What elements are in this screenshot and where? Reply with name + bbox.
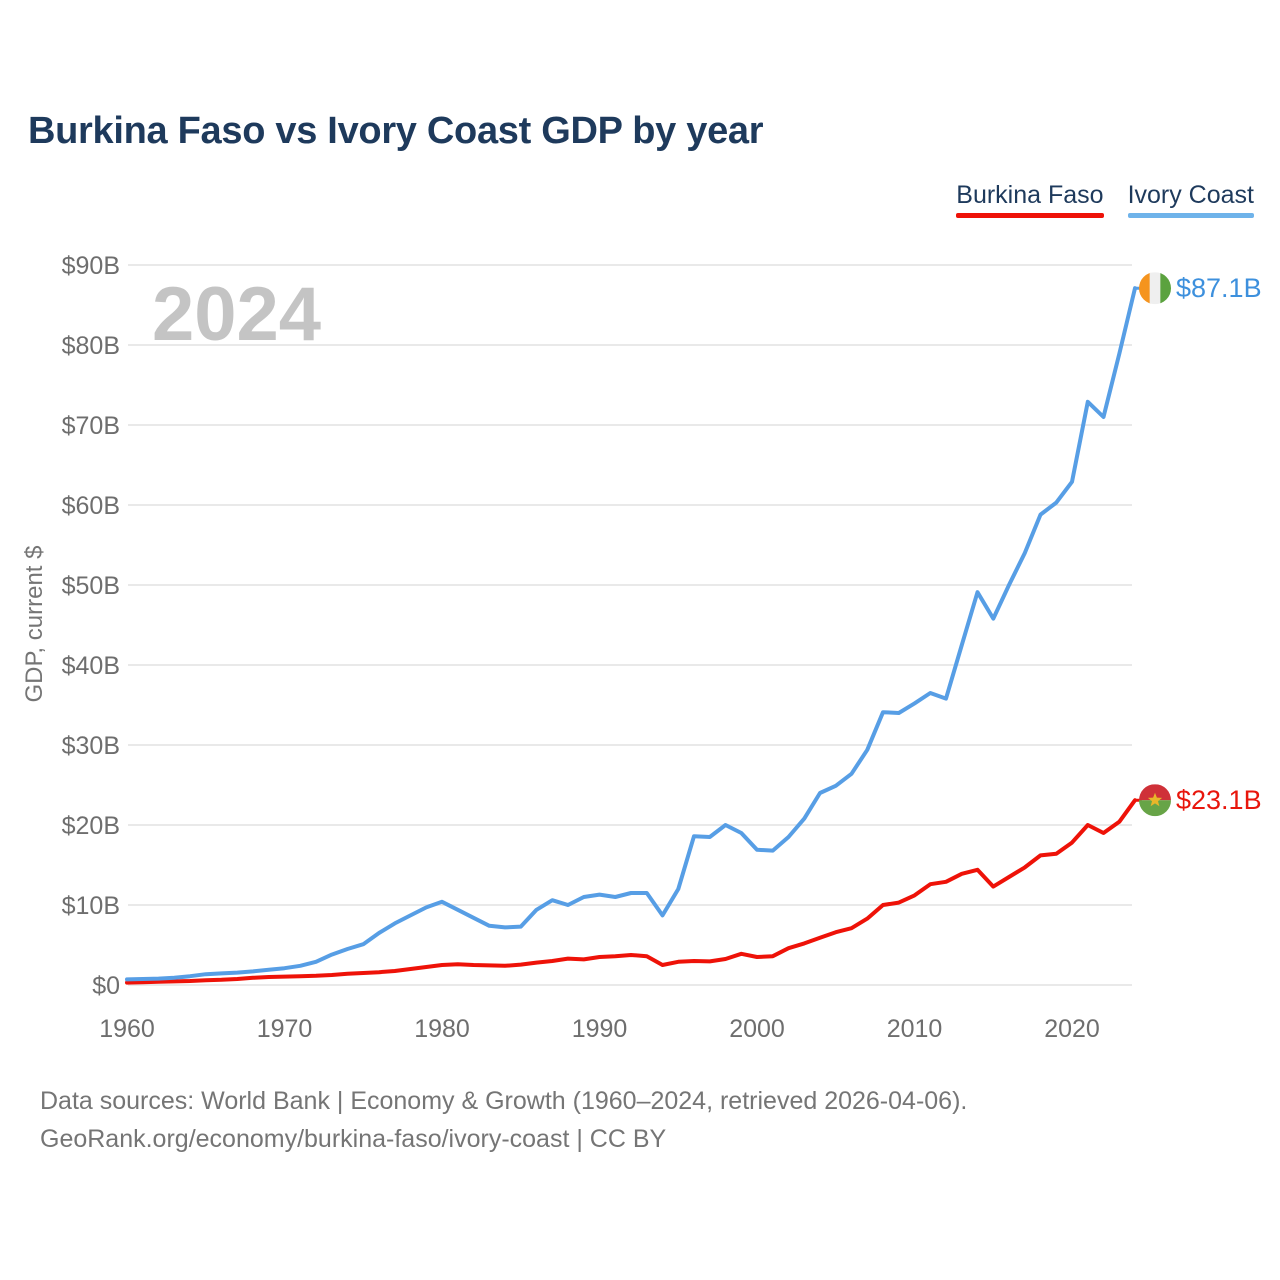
y-tick-label: $40B [62, 652, 120, 680]
y-tick-label: $30B [62, 732, 120, 760]
legend-label-ivory-coast: Ivory Coast [1127, 181, 1254, 209]
legend-item-ivory-coast[interactable]: Ivory Coast [1127, 181, 1254, 218]
x-tick-label: 2020 [1044, 1015, 1100, 1043]
y-tick-label: $90B [62, 252, 120, 280]
page-title: Burkina Faso vs Ivory Coast GDP by year [28, 110, 764, 152]
burkina-faso-line [125, 798, 1137, 985]
y-tick-label: $0 [92, 972, 120, 1000]
ivory-coast-line [125, 286, 1137, 982]
y-tick-label: $70B [62, 412, 120, 440]
ivory-coast-flag-icon [1139, 272, 1171, 305]
x-tick-label: 1960 [99, 1015, 155, 1043]
footer-attribution: GeoRank.org/economy/burkina-faso/ivory-c… [40, 1125, 667, 1153]
y-tick-label: $50B [62, 572, 120, 600]
footer: Data sources: World Bank | Economy & Gro… [40, 1082, 967, 1158]
footer-sources: Data sources: World Bank | Economy & Gro… [40, 1087, 968, 1115]
y-tick-label: $20B [62, 812, 120, 840]
burkina-faso-flag-icon [1139, 784, 1171, 817]
x-tick-label: 1990 [572, 1015, 628, 1043]
legend-underline-burkina-faso [956, 213, 1104, 218]
legend-item-burkina-faso[interactable]: Burkina Faso [956, 181, 1104, 218]
burkina-faso-end-value-label: $23.1B [1176, 785, 1262, 815]
x-tick-label: 1980 [414, 1015, 470, 1043]
legend: Burkina Faso Ivory Coast [956, 181, 1254, 218]
y-axis-title: GDP, current $ [21, 546, 48, 703]
x-tick-label: 1970 [257, 1015, 313, 1043]
legend-underline-ivory-coast [1127, 213, 1254, 218]
x-tick-label: 2010 [887, 1015, 943, 1043]
y-tick-label: $60B [62, 492, 120, 520]
legend-label-burkina-faso: Burkina Faso [956, 181, 1104, 209]
watermark: 2024 [152, 272, 321, 357]
ivory-coast-end-value-label: $87.1B [1176, 273, 1262, 303]
y-tick-label: $10B [62, 892, 120, 920]
x-tick-label: 2000 [729, 1015, 785, 1043]
y-tick-label: $80B [62, 332, 120, 360]
